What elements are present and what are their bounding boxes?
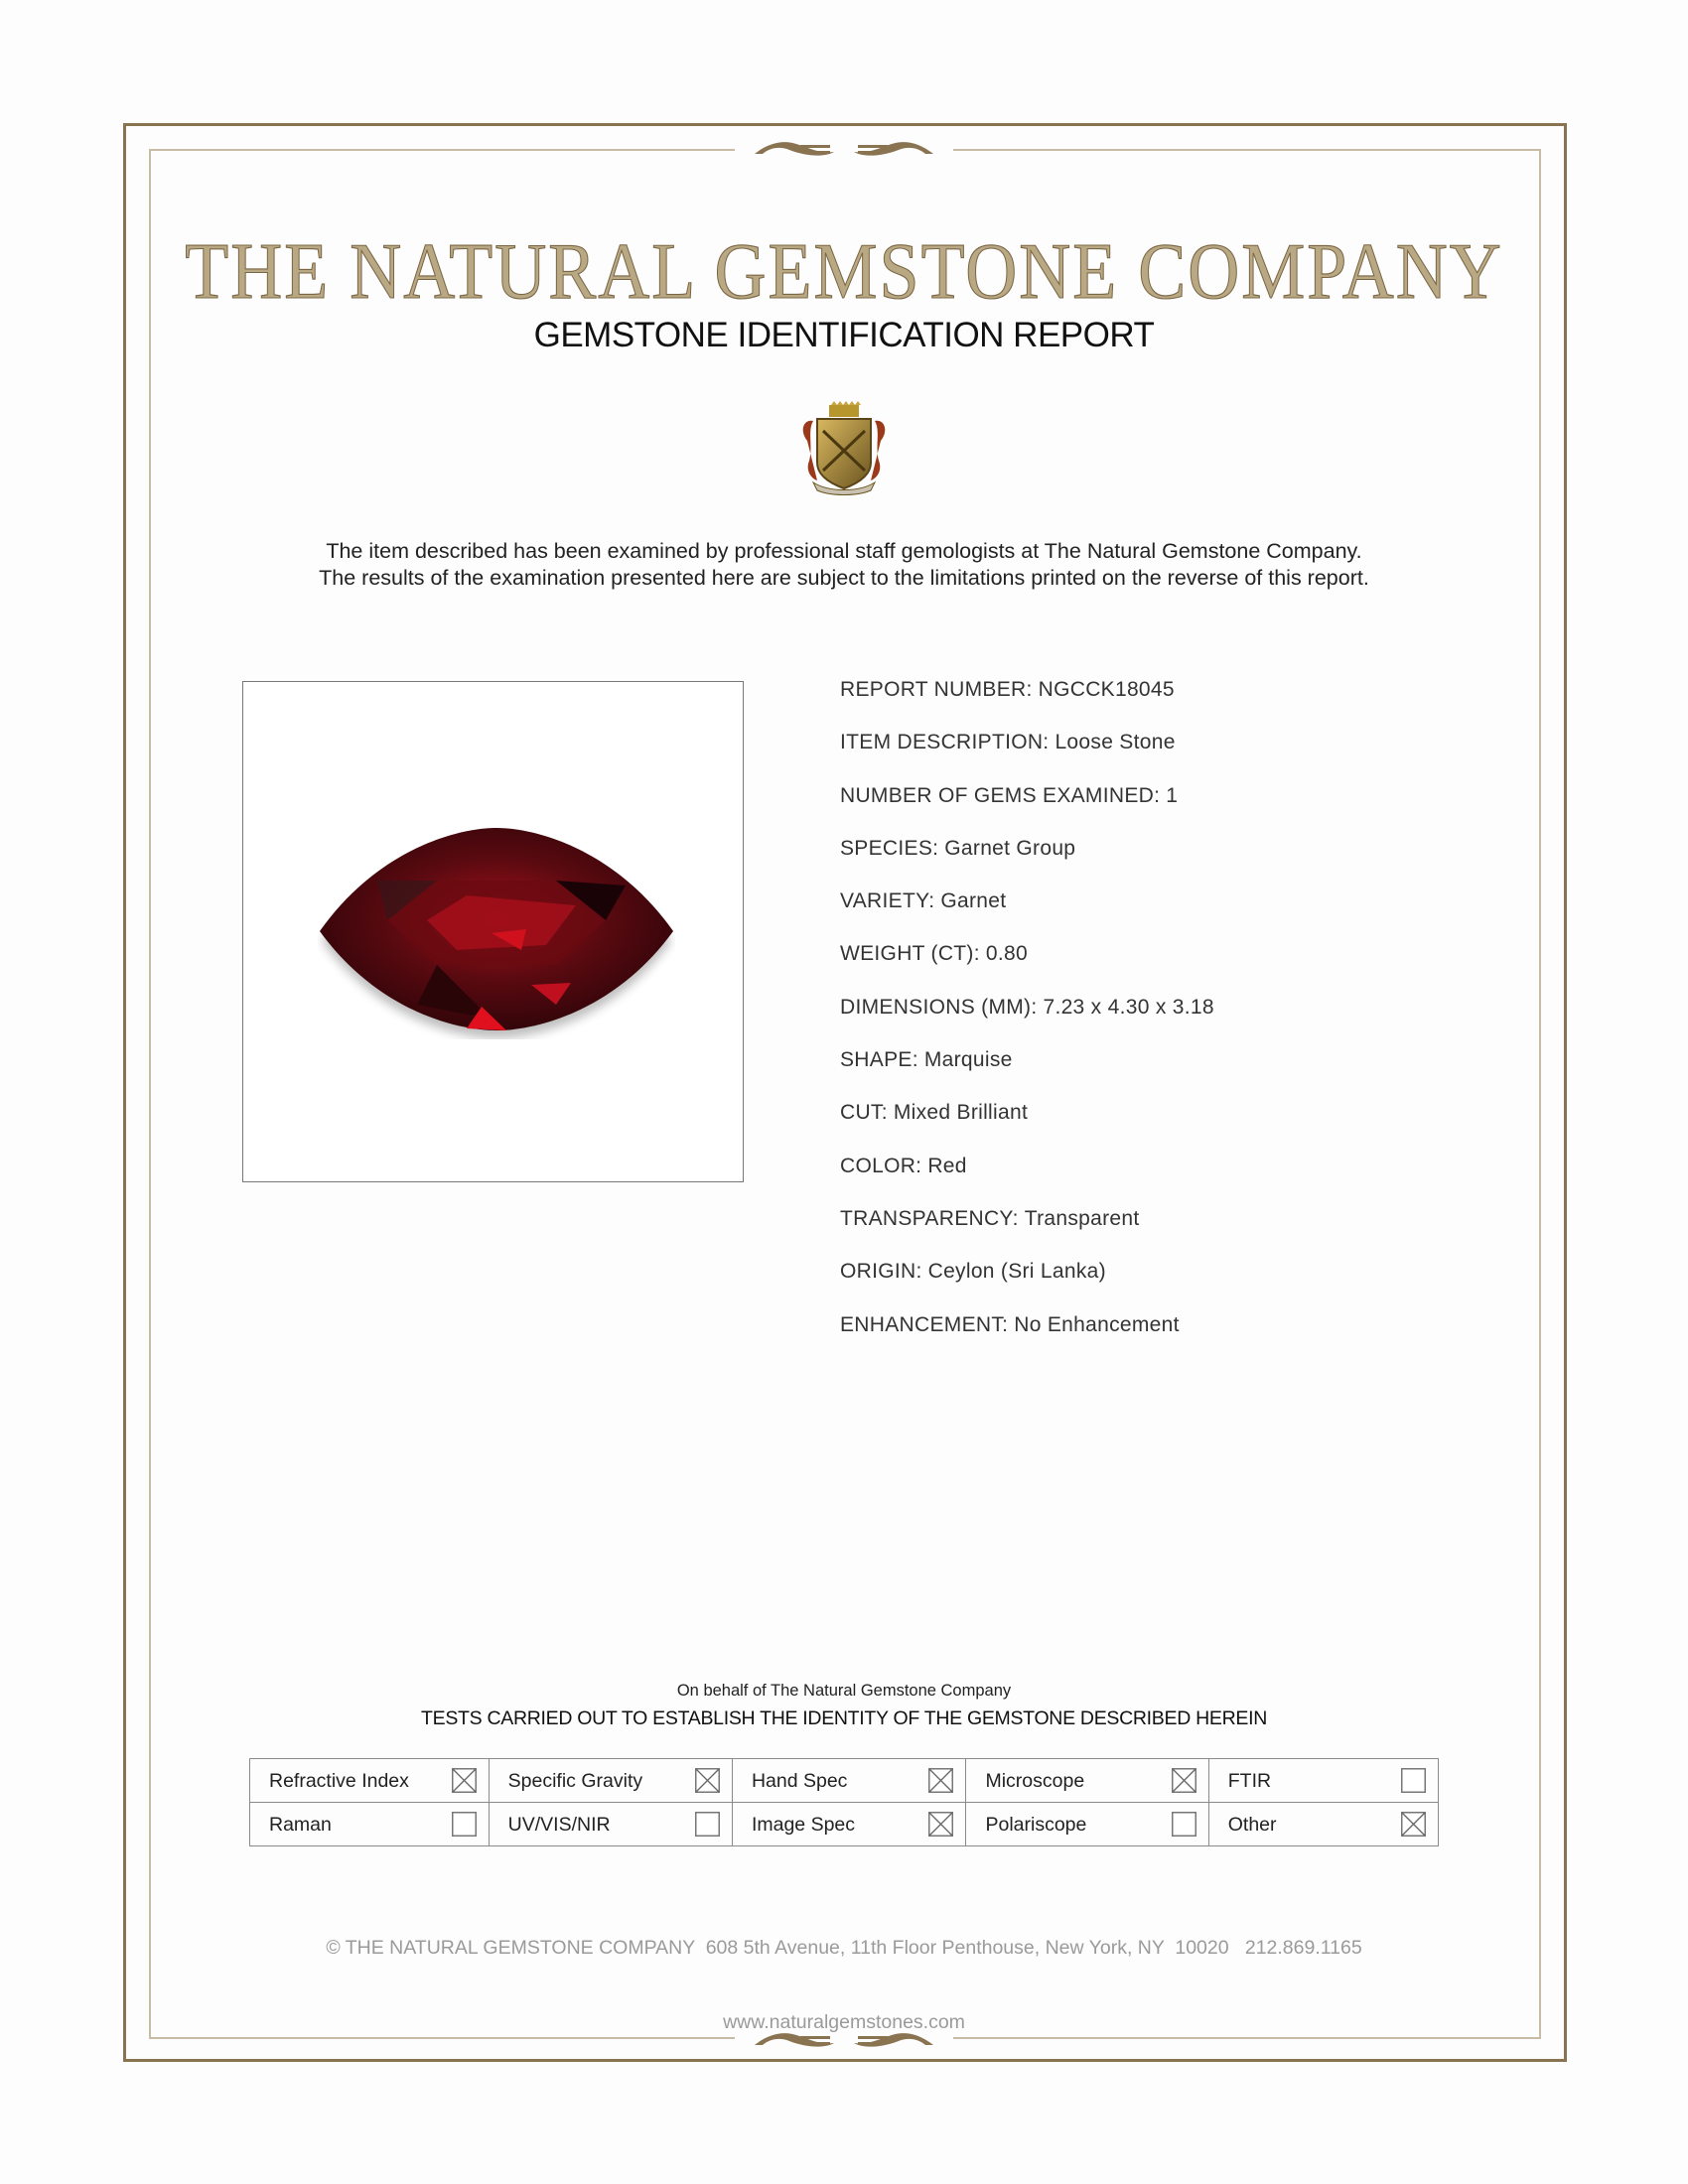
field-value: Transparent <box>1024 1206 1140 1230</box>
ornament-top-icon <box>735 130 953 164</box>
empty-checkbox-icon[interactable] <box>694 1812 720 1837</box>
field-label: CUT: <box>840 1101 888 1125</box>
field-row: ENHANCEMENT: No Enhancement <box>840 1310 1214 1363</box>
test-label: Microscope <box>985 1770 1085 1792</box>
field-label: SPECIES: <box>840 836 939 860</box>
test-cell: Microscope <box>965 1758 1209 1803</box>
test-cell: FTIR <box>1207 1758 1440 1803</box>
checked-checkbox-icon[interactable] <box>1401 1812 1426 1837</box>
field-value: 1 <box>1166 783 1179 807</box>
checked-checkbox-icon[interactable] <box>694 1768 720 1793</box>
field-row: SPECIES: Garnet Group <box>840 834 1214 887</box>
test-cell: Image Spec <box>731 1802 967 1846</box>
behalf-text: On behalf of The Natural Gemstone Compan… <box>676 1682 1012 1700</box>
field-row: VARIETY: Garnet <box>840 887 1214 939</box>
test-cell: Hand Spec <box>731 1758 967 1803</box>
footer-address: © THE NATURAL GEMSTONE COMPANY 608 5th A… <box>326 1937 1362 1959</box>
field-row: TRANSPARENCY: Transparent <box>840 1204 1214 1257</box>
tests-heading: TESTS CARRIED OUT TO ESTABLISH THE IDENT… <box>421 1707 1267 1729</box>
field-value: No Enhancement <box>1014 1312 1180 1336</box>
empty-checkbox-icon[interactable] <box>451 1812 477 1837</box>
field-label: REPORT NUMBER: <box>840 678 1033 701</box>
checked-checkbox-icon[interactable] <box>928 1768 954 1793</box>
field-value: Mixed Brilliant <box>893 1101 1029 1125</box>
tests-row: Refractive Index Specific Gravity Hand Spe… <box>249 1758 1440 1803</box>
crest-logo-icon <box>802 401 886 495</box>
test-cell: Refractive Index <box>249 1758 490 1803</box>
marquise-garnet-image <box>320 828 673 1038</box>
tests-table: Refractive Index Specific Gravity Hand Spe… <box>249 1758 1440 1846</box>
checked-checkbox-icon[interactable] <box>1171 1768 1196 1793</box>
field-label: COLOR: <box>840 1154 922 1177</box>
test-label: Hand Spec <box>751 1770 848 1792</box>
field-row: NUMBER OF GEMS EXAMINED: 1 <box>840 781 1214 834</box>
test-cell: Specific Gravity <box>488 1758 733 1803</box>
field-label: TRANSPARENCY: <box>840 1206 1019 1230</box>
test-label: Specific Gravity <box>507 1770 643 1792</box>
field-row: ITEM DESCRIPTION: Loose Stone <box>840 728 1214 780</box>
field-row: WEIGHT (CT): 0.80 <box>840 939 1214 992</box>
field-label: WEIGHT (CT): <box>840 942 980 966</box>
test-label: Image Spec <box>751 1814 856 1836</box>
test-label: UV/VIS/NIR <box>507 1814 611 1836</box>
field-value: Marquise <box>923 1048 1013 1072</box>
test-cell: Raman <box>249 1802 490 1846</box>
field-row: COLOR: Red <box>840 1152 1214 1204</box>
intro-text: The item described has been examined by … <box>0 538 1688 592</box>
field-label: ENHANCEMENT: <box>840 1312 1009 1336</box>
checked-checkbox-icon[interactable] <box>451 1768 477 1793</box>
outer-border <box>123 123 1567 2062</box>
checked-checkbox-icon[interactable] <box>928 1812 954 1837</box>
footer: © THE NATURAL GEMSTONE COMPANY 608 5th A… <box>0 1886 1688 2060</box>
field-value: Red <box>927 1154 967 1177</box>
company-title: THE NATURAL GEMSTONE COMPANY <box>185 226 1503 317</box>
footer-website: www.naturalgemstones.com <box>723 2011 965 2033</box>
test-cell: Other <box>1207 1802 1440 1846</box>
test-label: Other <box>1227 1814 1277 1836</box>
field-value: NGCCK18045 <box>1038 678 1175 701</box>
field-value: Garnet <box>940 889 1007 913</box>
tests-row: Raman UV/VIS/NIR Image Spec Polariscope Othe… <box>249 1802 1440 1846</box>
gemstone-photo <box>242 681 744 1182</box>
empty-checkbox-icon[interactable] <box>1401 1768 1426 1793</box>
test-label: FTIR <box>1227 1770 1272 1792</box>
field-value: Ceylon (Sri Lanka) <box>927 1260 1106 1284</box>
field-value: 7.23 x 4.30 x 3.18 <box>1043 995 1214 1019</box>
field-label: SHAPE: <box>840 1048 918 1072</box>
test-label: Refractive Index <box>269 1770 409 1792</box>
test-label: Raman <box>269 1814 332 1836</box>
test-cell: Polariscope <box>965 1802 1209 1846</box>
field-value: Garnet Group <box>944 836 1076 860</box>
report-fields: REPORT NUMBER: NGCCK18045 ITEM DESCRIPTION… <box>840 675 1214 1363</box>
field-row: DIMENSIONS (MM): 7.23 x 4.30 x 3.18 <box>840 993 1214 1045</box>
field-label: ITEM DESCRIPTION: <box>840 731 1050 754</box>
report-title: GEMSTONE IDENTIFICATION REPORT <box>533 316 1155 354</box>
empty-checkbox-icon[interactable] <box>1171 1812 1196 1837</box>
field-value: 0.80 <box>985 942 1028 966</box>
field-label: ORIGIN: <box>840 1260 922 1284</box>
field-row: SHAPE: Marquise <box>840 1045 1214 1098</box>
field-row: REPORT NUMBER: NGCCK18045 <box>840 675 1214 728</box>
test-cell: UV/VIS/NIR <box>488 1802 733 1846</box>
intro-line-2: The results of the examination presented… <box>319 566 1369 590</box>
ornament-bottom-icon <box>735 2021 953 2055</box>
field-label: VARIETY: <box>840 889 935 913</box>
field-row: ORIGIN: Ceylon (Sri Lanka) <box>840 1257 1214 1309</box>
intro-line-1: The item described has been examined by … <box>326 539 1362 563</box>
test-label: Polariscope <box>985 1814 1087 1836</box>
field-label: NUMBER OF GEMS EXAMINED: <box>840 783 1161 807</box>
field-row: CUT: Mixed Brilliant <box>840 1098 1214 1151</box>
field-label: DIMENSIONS (MM): <box>840 995 1038 1019</box>
field-value: Loose Stone <box>1055 731 1176 754</box>
